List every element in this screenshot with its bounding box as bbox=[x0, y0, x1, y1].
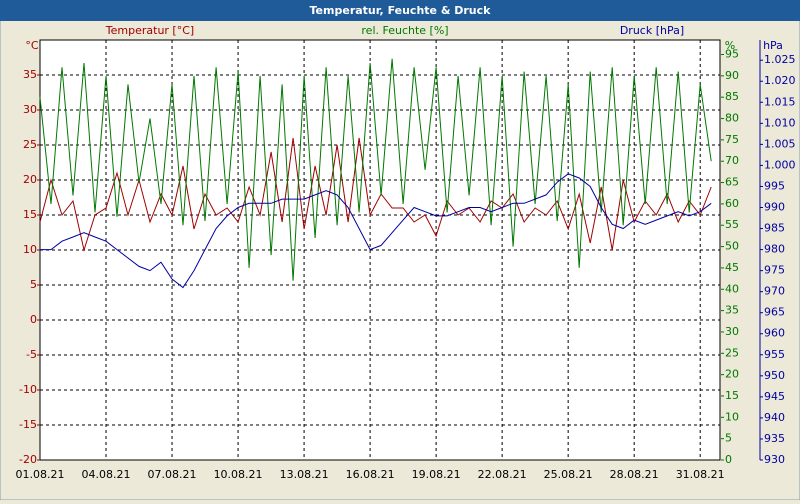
y-tick-label: 35 bbox=[23, 68, 37, 81]
y-tick-label: 30 bbox=[23, 103, 37, 116]
series-line bbox=[39, 137, 712, 252]
y-tick-label: 30 bbox=[725, 325, 739, 338]
chart-title: Temperatur, Feuchte & Druck bbox=[310, 4, 492, 17]
y-tick-label: 5 bbox=[30, 278, 37, 291]
x-tick-label: 13.08.21 bbox=[280, 468, 329, 481]
y-tick-label: 950 bbox=[764, 369, 785, 382]
y-tick-label: 15 bbox=[23, 208, 37, 221]
y-tick-label: 1.015 bbox=[764, 95, 796, 108]
y-tick-label: 1.010 bbox=[764, 116, 796, 129]
y2-unit: % bbox=[725, 39, 735, 52]
y-tick-label: 65 bbox=[725, 176, 739, 189]
x-tick-label: 31.08.21 bbox=[676, 468, 725, 481]
y-tick-label: 940 bbox=[764, 411, 785, 424]
y-tick-label: 20 bbox=[23, 173, 37, 186]
series-line bbox=[40, 173, 712, 289]
legend-label: rel. Feuchte [%] bbox=[361, 24, 448, 37]
y-tick-label: 45 bbox=[725, 261, 739, 274]
y-tick-label: 60 bbox=[725, 197, 739, 210]
x-tick-label: 22.08.21 bbox=[478, 468, 527, 481]
y-tick-label: 935 bbox=[764, 432, 785, 445]
y-tick-label: 1.000 bbox=[764, 158, 796, 171]
y-tick-label: 85 bbox=[725, 90, 739, 103]
y-tick-label: 80 bbox=[725, 112, 739, 125]
y-tick-label: 930 bbox=[764, 453, 785, 466]
y-tick-label: 1.005 bbox=[764, 137, 796, 150]
y-tick-label: 0 bbox=[30, 313, 37, 326]
y-tick-label: 985 bbox=[764, 222, 785, 235]
y-tick-label: 960 bbox=[764, 327, 785, 340]
y-tick-label: 40 bbox=[725, 282, 739, 295]
y-tick-label: 75 bbox=[725, 133, 739, 146]
y-tick-label: 20 bbox=[725, 368, 739, 381]
y3-unit: hPa bbox=[763, 39, 783, 52]
y-tick-label: 25 bbox=[23, 138, 37, 151]
y-tick-label: 95 bbox=[725, 48, 739, 61]
y-tick-label: 955 bbox=[764, 348, 785, 361]
y-tick-label: 15 bbox=[725, 389, 739, 402]
x-tick-label: 28.08.21 bbox=[610, 468, 659, 481]
title-bar bbox=[0, 0, 800, 21]
y-tick-label: 970 bbox=[764, 285, 785, 298]
y-tick-label: 35 bbox=[725, 304, 739, 317]
y-tick-label: 975 bbox=[764, 264, 785, 277]
x-tick-label: 19.08.21 bbox=[412, 468, 461, 481]
y-tick-label: 70 bbox=[725, 154, 739, 167]
y-tick-label: 55 bbox=[725, 218, 739, 231]
x-tick-label: 25.08.21 bbox=[544, 468, 593, 481]
y-tick-label: 50 bbox=[725, 240, 739, 253]
x-tick-label: 07.08.21 bbox=[148, 468, 197, 481]
series-line bbox=[39, 58, 712, 281]
y-tick-label: 1.020 bbox=[764, 74, 796, 87]
y-tick-label: 10 bbox=[23, 243, 37, 256]
y-tick-label: 980 bbox=[764, 243, 785, 256]
y-unit: °C bbox=[25, 39, 39, 52]
y-tick-label: 990 bbox=[764, 200, 785, 213]
y-tick-label: 10 bbox=[725, 410, 739, 423]
y-tick-label: -10 bbox=[19, 383, 37, 396]
legend-label: Temperatur [°C] bbox=[105, 24, 194, 37]
legend-label: Druck [hPa] bbox=[620, 24, 684, 37]
y-tick-label: 25 bbox=[725, 346, 739, 359]
y-tick-label: -15 bbox=[19, 418, 37, 431]
y-tick-label: 965 bbox=[764, 306, 785, 319]
y-tick-label: 5 bbox=[725, 432, 732, 445]
y-tick-label: -5 bbox=[26, 348, 37, 361]
y-tick-label: 0 bbox=[725, 453, 732, 466]
y-tick-label: 90 bbox=[725, 69, 739, 82]
x-tick-label: 01.08.21 bbox=[16, 468, 65, 481]
x-tick-label: 10.08.21 bbox=[214, 468, 263, 481]
y-tick-label: 1.025 bbox=[764, 53, 796, 66]
x-tick-label: 04.08.21 bbox=[82, 468, 131, 481]
y-tick-label: 945 bbox=[764, 390, 785, 403]
y-tick-label: -20 bbox=[19, 453, 37, 466]
y-tick-label: 995 bbox=[764, 179, 785, 192]
x-tick-label: 16.08.21 bbox=[346, 468, 395, 481]
